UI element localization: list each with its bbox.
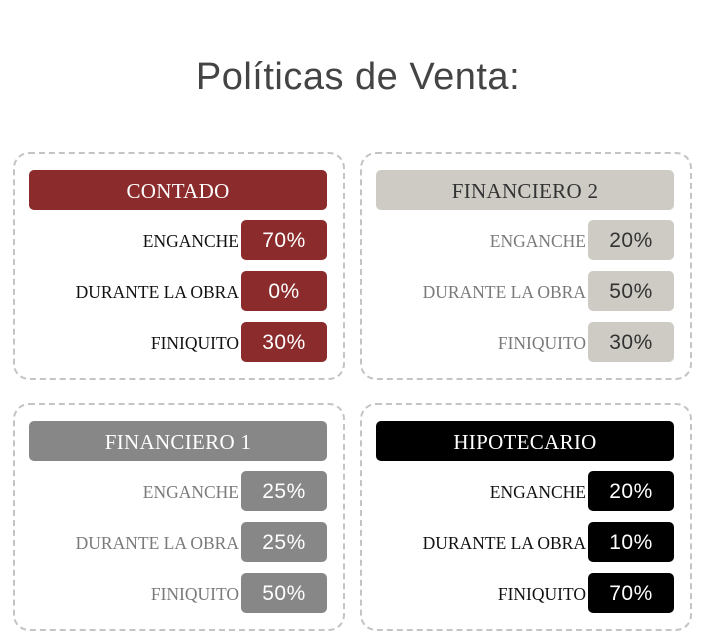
plan-card-hipotecario: HIPOTECARIO ENGANCHE 20% DURANTE LA OBRA… <box>360 403 692 631</box>
plan-header: HIPOTECARIO <box>376 421 674 461</box>
row-value: 50% <box>588 271 674 311</box>
plan-card-financiero-1: FINANCIERO 1 ENGANCHE 25% DURANTE LA OBR… <box>13 403 345 631</box>
plan-header: FINANCIERO 1 <box>29 421 327 461</box>
row-label: DURANTE LA OBRA <box>75 533 239 553</box>
row-value: 30% <box>241 322 327 362</box>
plan-row: FINIQUITO 70% <box>362 573 690 613</box>
row-label: DURANTE LA OBRA <box>422 282 586 302</box>
plan-card-contado: CONTADO ENGANCHE 70% DURANTE LA OBRA 0% … <box>13 152 345 380</box>
row-value: 25% <box>241 522 327 562</box>
row-value: 20% <box>588 220 674 260</box>
plan-row: ENGANCHE 70% <box>15 220 343 260</box>
row-value: 25% <box>241 471 327 511</box>
row-label: FINIQUITO <box>497 333 586 353</box>
row-label: ENGANCHE <box>142 482 239 502</box>
plan-card-financiero-2: FINANCIERO 2 ENGANCHE 20% DURANTE LA OBR… <box>360 152 692 380</box>
row-value: 0% <box>241 271 327 311</box>
plan-row: DURANTE LA OBRA 50% <box>362 271 690 311</box>
plan-row: FINIQUITO 50% <box>15 573 343 613</box>
plan-row: DURANTE LA OBRA 25% <box>15 522 343 562</box>
plan-header: FINANCIERO 2 <box>376 170 674 210</box>
page-title: Políticas de Venta: <box>195 56 521 98</box>
row-label: ENGANCHE <box>142 231 239 251</box>
row-value: 10% <box>588 522 674 562</box>
row-label: DURANTE LA OBRA <box>75 282 239 302</box>
row-label: FINIQUITO <box>497 584 586 604</box>
plan-row: DURANTE LA OBRA 10% <box>362 522 690 562</box>
plan-row: ENGANCHE 20% <box>362 471 690 511</box>
row-value: 30% <box>588 322 674 362</box>
row-value: 50% <box>241 573 327 613</box>
plan-row: FINIQUITO 30% <box>362 322 690 362</box>
plan-row: DURANTE LA OBRA 0% <box>15 271 343 311</box>
row-label: FINIQUITO <box>150 584 239 604</box>
row-label: ENGANCHE <box>489 231 586 251</box>
row-label: DURANTE LA OBRA <box>422 533 586 553</box>
row-label: ENGANCHE <box>489 482 586 502</box>
row-label: FINIQUITO <box>150 333 239 353</box>
row-value: 20% <box>588 471 674 511</box>
row-value: 70% <box>588 573 674 613</box>
plan-row: FINIQUITO 30% <box>15 322 343 362</box>
plan-header: CONTADO <box>29 170 327 210</box>
plan-row: ENGANCHE 20% <box>362 220 690 260</box>
row-value: 70% <box>241 220 327 260</box>
plan-row: ENGANCHE 25% <box>15 471 343 511</box>
